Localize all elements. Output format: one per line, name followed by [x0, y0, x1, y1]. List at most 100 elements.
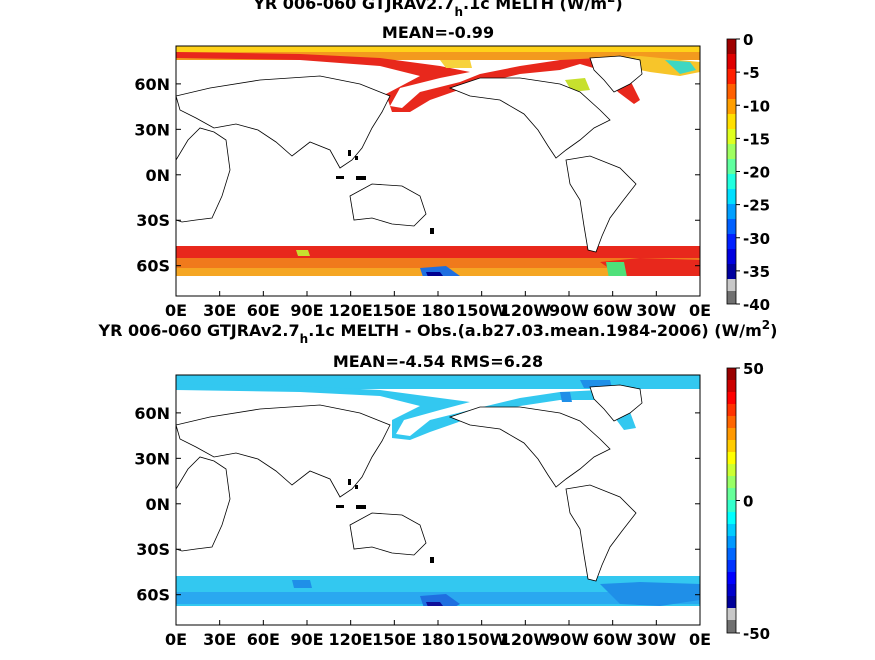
x-tick-label: 60E: [247, 301, 280, 320]
colorbar-swatch-missing: [727, 608, 736, 620]
colorbar-tick-label: 0: [743, 31, 753, 49]
coastlines-top: [176, 55, 643, 253]
colorbar-swatch: [727, 219, 736, 235]
colorbar-swatch: [727, 536, 736, 549]
colorbar-swatch: [727, 39, 736, 55]
x-tick-label: 30W: [636, 630, 676, 649]
panel-top-y-axis: 60N 30N 0N 30S 60S: [134, 75, 700, 276]
y-tick-label: 60N: [134, 404, 170, 423]
colorbar-tick-label: -35: [743, 263, 770, 281]
arctic-band-yellow: [176, 46, 700, 52]
panel-top: YR 006-060 GTJRAv2.7h.1c MELTH (W/m2) ME…: [134, 0, 770, 320]
x-tick-label: 120E: [329, 301, 373, 320]
colorbar-tick-label: -25: [743, 197, 770, 215]
colorbar-swatch: [727, 560, 736, 573]
colorbar-swatch: [727, 264, 736, 280]
colorbar-swatch: [727, 159, 736, 175]
colorbar-swatch: [727, 204, 736, 220]
panel-bottom-y-axis: 60N 30N 0N 30S 60S: [134, 404, 700, 605]
islands-top: [336, 150, 434, 234]
x-tick-label: 120W: [500, 301, 551, 320]
coastlines-bottom: [176, 384, 643, 582]
y-tick-label: 30S: [136, 211, 170, 230]
colorbar-swatch: [727, 380, 736, 393]
x-tick-label: 60W: [593, 630, 633, 649]
x-tick-label: 180: [421, 301, 454, 320]
colorbar-swatch: [727, 404, 736, 417]
islands-bottom: [336, 479, 434, 563]
y-tick-label: 60S: [136, 586, 170, 605]
panel-bottom: YR 006-060 GTJRAv2.7h.1c MELTH - Obs.(a.…: [98, 318, 778, 649]
colorbar-swatch: [727, 572, 736, 585]
x-tick-label: 90W: [549, 301, 589, 320]
y-tick-label: 30S: [136, 540, 170, 559]
colorbar-tick-label: -30: [743, 230, 770, 248]
colorbar-swatch: [727, 464, 736, 477]
colorbar-swatch: [727, 234, 736, 250]
panel-top-map: [176, 46, 700, 296]
panel-top-title: YR 006-060 GTJRAv2.7h.1c MELTH (W/m2): [252, 0, 622, 19]
colorbar-swatch: [727, 368, 736, 381]
colorbar-swatch-missing: [727, 279, 736, 291]
colorbar-swatch: [727, 500, 736, 513]
colorbar-tick-label: -20: [743, 164, 770, 182]
x-tick-label: 0E: [689, 301, 711, 320]
panel-top-colorbar: 0 -5 -10 -15 -20 -25 -30 -35 -40: [726, 31, 770, 314]
colorbar-tick-label: 0: [743, 493, 753, 511]
x-tick-label: 180: [421, 630, 454, 649]
colorbar-swatch: [727, 99, 736, 115]
x-tick-label: 90W: [549, 630, 589, 649]
colorbar-swatch-land: [727, 291, 736, 304]
x-tick-label: 150E: [372, 630, 416, 649]
x-tick-label: 150E: [372, 301, 416, 320]
panel-bottom-map: [176, 375, 700, 625]
colorbar-swatch: [727, 428, 736, 441]
colorbar-swatch: [727, 476, 736, 489]
x-tick-label: 30W: [636, 301, 676, 320]
x-tick-label: 60W: [593, 301, 633, 320]
x-tick-label: 120W: [500, 630, 551, 649]
colorbar-swatch: [727, 512, 736, 525]
colorbar-swatch: [727, 84, 736, 100]
colorbar-swatch: [727, 488, 736, 501]
colorbar-swatch: [727, 174, 736, 190]
colorbar-swatch: [727, 129, 736, 145]
colorbar-tick-label: -50: [743, 625, 770, 643]
colorbar-tick-label: 50: [743, 360, 764, 378]
x-tick-label: 0E: [165, 630, 187, 649]
greenland-sea-cyan: [665, 60, 696, 74]
colorbar-tick-label: -10: [743, 97, 770, 115]
arctic-red-edge: [176, 52, 640, 112]
x-tick-label: 0E: [689, 630, 711, 649]
colorbar-swatch: [727, 548, 736, 561]
colorbar-swatch: [727, 249, 736, 265]
panel-bottom-mean-rms: MEAN=-4.54 RMS=6.28: [333, 352, 543, 371]
colorbar-swatch: [727, 584, 736, 597]
colorbar-swatch: [727, 114, 736, 130]
colorbar-swatch: [727, 524, 736, 537]
colorbar-swatch: [727, 69, 736, 85]
x-tick-label: 90E: [290, 630, 323, 649]
colorbar-tick-label: -40: [743, 296, 770, 314]
colorbar-swatch: [727, 416, 736, 429]
colorbar-swatch: [727, 440, 736, 453]
panel-bottom-colorbar: 50 0 -50: [726, 360, 770, 643]
y-tick-label: 60N: [134, 75, 170, 94]
y-tick-label: 30N: [134, 449, 170, 468]
x-tick-label: 150W: [456, 301, 507, 320]
arctic-bias-edge: [176, 384, 636, 440]
arctic-bias-band: [176, 375, 700, 389]
colorbar-tick-label: -5: [743, 64, 760, 82]
x-tick-label: 30E: [203, 301, 236, 320]
bering-yellow: [440, 60, 472, 68]
colorbar-swatch-land: [727, 620, 736, 633]
x-tick-label: 120E: [329, 630, 373, 649]
x-tick-label: 60E: [247, 630, 280, 649]
y-tick-label: 0N: [145, 495, 170, 514]
colorbar-swatch: [727, 392, 736, 405]
colorbar-swatch: [727, 54, 736, 70]
colorbar-swatch: [727, 144, 736, 160]
